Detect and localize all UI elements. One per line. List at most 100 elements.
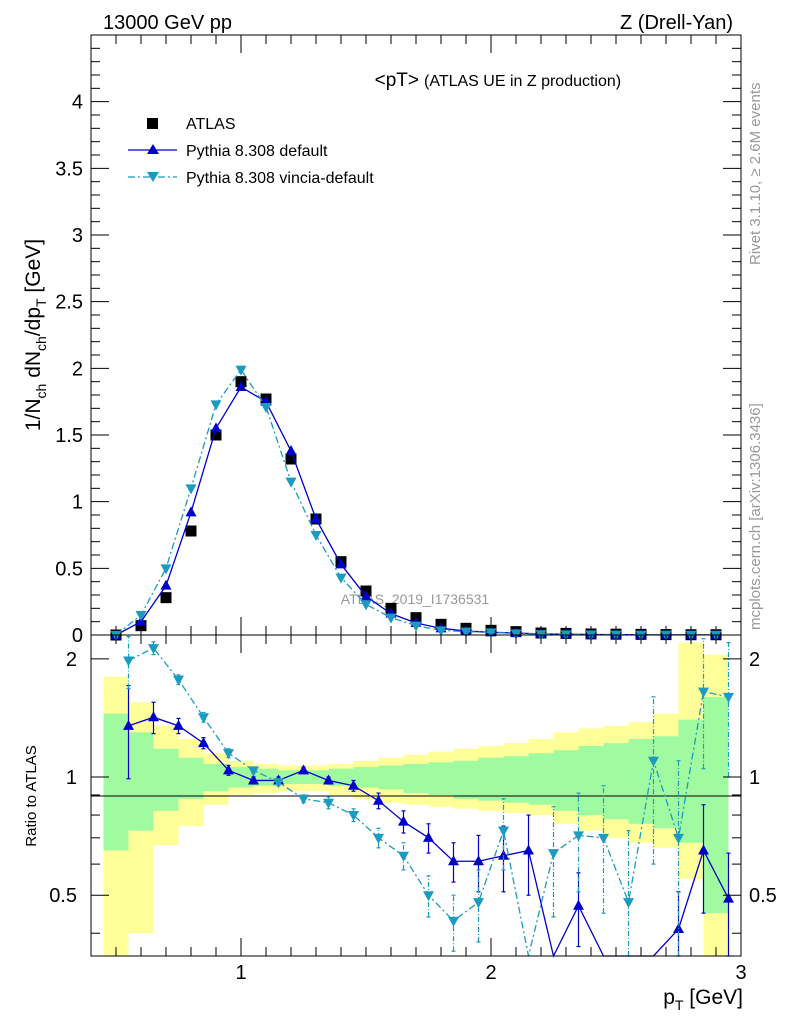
band-inner	[228, 767, 254, 788]
ratio-point	[323, 774, 334, 785]
data-point	[510, 629, 522, 640]
ratio-point	[148, 711, 159, 722]
y-tick-label: 3	[72, 225, 83, 247]
y-tick-label: 0	[72, 625, 83, 647]
ratio-uncertainty-bands	[103, 642, 729, 956]
ratio-series	[123, 635, 734, 958]
data-point	[285, 445, 297, 455]
ratio-point	[648, 756, 659, 767]
band-inner	[103, 713, 129, 851]
ratio-point	[348, 811, 359, 822]
main-y-tick-labels: 0 0.5 1 1.5 2 2.5 3 3.5 4	[55, 92, 83, 647]
ratio-point	[548, 849, 559, 860]
main-y-axis-label: 1/Nch dNch/dpT [GeV]	[22, 239, 49, 431]
data-point	[485, 628, 497, 639]
ratio-y-tick-label-left: 1	[66, 767, 77, 789]
y-tick-label: 1	[72, 492, 83, 514]
data-point	[435, 626, 447, 637]
band-inner	[478, 757, 504, 801]
band-inner	[678, 719, 704, 843]
band-inner	[428, 762, 454, 795]
main-panel: 0 0.5 1 1.5 2 2.5 3 3.5 4 <pT> (ATLAS UE in Z pr…	[22, 34, 742, 647]
ratio-point	[398, 851, 409, 862]
data-point	[360, 600, 372, 611]
ratio-point	[348, 779, 359, 790]
data-point	[135, 611, 147, 621]
y-tick-label: 0.5	[55, 558, 83, 580]
data-point	[210, 400, 222, 411]
ratio-point	[623, 898, 634, 909]
band-inner	[553, 750, 579, 811]
ratio-point	[423, 831, 434, 842]
ratio-y-tick-label-right: 2	[749, 649, 760, 671]
ratio-axis-ticks	[91, 635, 742, 956]
ratio-point	[448, 916, 459, 927]
y-tick-label: 4	[72, 92, 83, 114]
legend-vincia-label: Pythia 8.308 vincia-default	[186, 170, 374, 187]
band-inner	[578, 745, 604, 816]
ratio-point	[673, 833, 684, 844]
y-tick-label: 1.5	[55, 425, 83, 447]
ratio-y-tick-label-left: 2	[66, 649, 77, 671]
band-inner	[603, 743, 629, 820]
ratio-point	[298, 764, 309, 775]
data-point	[460, 627, 472, 638]
data-point	[385, 613, 397, 624]
data-point	[185, 484, 197, 495]
band-inner	[178, 757, 204, 799]
x-tick-labels: 1 2 3	[235, 962, 746, 984]
legend-atlas-label: ATLAS	[186, 116, 236, 133]
ratio-panel: 0.5 0.5 1 1 2 2 1 2 3 Ratio to ATLAS pT [GeV]	[23, 634, 777, 1013]
x-tick-label: 1	[235, 962, 246, 984]
y-tick-label: 3.5	[55, 158, 83, 180]
data-point	[335, 558, 347, 569]
band-inner	[253, 768, 279, 786]
data-point	[185, 525, 197, 537]
ratio-point	[498, 849, 509, 860]
ratio-y-tick-label-right: 1	[749, 767, 760, 789]
data-point	[210, 429, 222, 441]
data-point	[285, 453, 297, 465]
band-inner	[278, 770, 304, 784]
band-inner	[353, 767, 379, 788]
legend: ATLAS Pythia 8.308 default Pythia 8.308 …	[128, 116, 374, 187]
band-inner	[403, 763, 429, 794]
ratio-point	[273, 778, 284, 789]
data-point	[210, 422, 222, 433]
x-axis-label: pT [GeV]	[663, 986, 743, 1013]
ratio-point	[498, 826, 509, 837]
data-point	[160, 579, 172, 590]
band-inner	[128, 732, 154, 831]
energy-label: 13000 GeV pp	[103, 12, 232, 34]
ratio-point	[598, 833, 609, 844]
data-point	[310, 513, 322, 523]
ratio-point	[198, 737, 209, 748]
ratio-y-tick-labels: 0.5 0.5 1 1 2 2	[49, 649, 777, 907]
ratio-point	[373, 794, 384, 805]
ratio-point	[473, 855, 484, 866]
plot-title-main: <pT>	[375, 70, 419, 91]
ratio-point	[523, 844, 534, 855]
ratio-point	[573, 831, 584, 842]
data-point	[360, 590, 372, 601]
band-inner	[528, 753, 554, 805]
ratio-point	[173, 675, 184, 686]
x-tick-label: 2	[485, 962, 496, 984]
ratio-point	[698, 687, 709, 698]
band-inner	[203, 763, 229, 792]
legend-default-marker	[147, 144, 159, 154]
ratio-point	[473, 898, 484, 909]
ratio-point	[423, 891, 434, 902]
data-point	[260, 403, 272, 413]
band-inner	[153, 748, 179, 811]
process-label: Z (Drell-Yan)	[620, 12, 733, 34]
data-point	[160, 592, 172, 604]
band-inner	[628, 738, 654, 824]
ratio-y-tick-label-right: 0.5	[749, 885, 777, 907]
ratio-point	[198, 713, 209, 724]
ratio-series-1	[123, 635, 734, 957]
data-point	[185, 506, 197, 517]
legend-vincia-marker	[147, 172, 159, 182]
data-point	[235, 365, 247, 376]
band-inner	[703, 696, 729, 914]
